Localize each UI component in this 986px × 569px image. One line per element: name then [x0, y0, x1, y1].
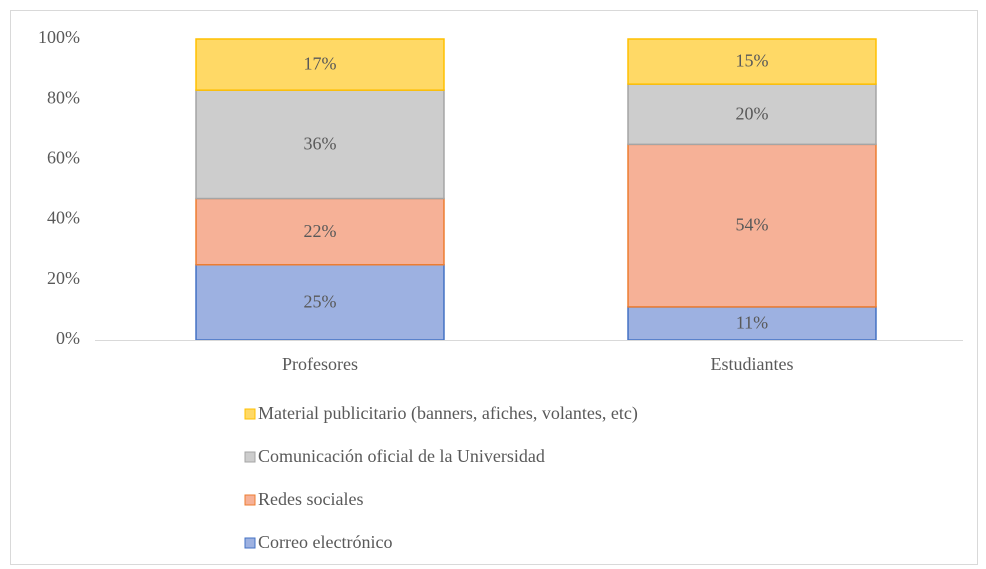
bar-segment — [627, 38, 877, 85]
data-label: 11% — [736, 313, 768, 333]
bar-segment — [627, 83, 877, 146]
bar-segment — [195, 89, 445, 200]
legend-swatch — [244, 451, 256, 463]
x-tick-label: Profesores — [282, 354, 358, 374]
data-label: 20% — [736, 103, 769, 123]
y-tick-label: 100% — [38, 27, 80, 47]
y-tick-label: 0% — [56, 328, 80, 348]
y-tick-label: 20% — [47, 268, 80, 288]
y-tick-label: 60% — [47, 148, 80, 168]
data-label: 36% — [304, 133, 337, 153]
bar-segment — [195, 264, 445, 341]
data-label: 22% — [304, 221, 337, 241]
legend-swatch — [244, 408, 256, 420]
legend-swatch — [244, 494, 256, 506]
y-tick-label: 80% — [47, 87, 80, 107]
legend-label: Comunicación oficial de la Universidad — [258, 446, 545, 466]
bar-segment — [627, 306, 877, 341]
y-tick-label: 40% — [47, 208, 80, 228]
data-label: 17% — [304, 54, 337, 74]
bar-segment — [195, 38, 445, 91]
legend-label: Material publicitario (banners, afiches,… — [258, 403, 638, 424]
legend-swatch — [244, 537, 256, 549]
legend-label: Redes sociales — [258, 489, 363, 509]
data-label: 25% — [304, 292, 337, 312]
data-label: 54% — [736, 215, 769, 235]
x-tick-label: Estudiantes — [711, 354, 794, 374]
bar-segment — [627, 143, 877, 308]
data-label: 15% — [736, 51, 769, 71]
legend-label: Correo electrónico — [258, 532, 392, 552]
